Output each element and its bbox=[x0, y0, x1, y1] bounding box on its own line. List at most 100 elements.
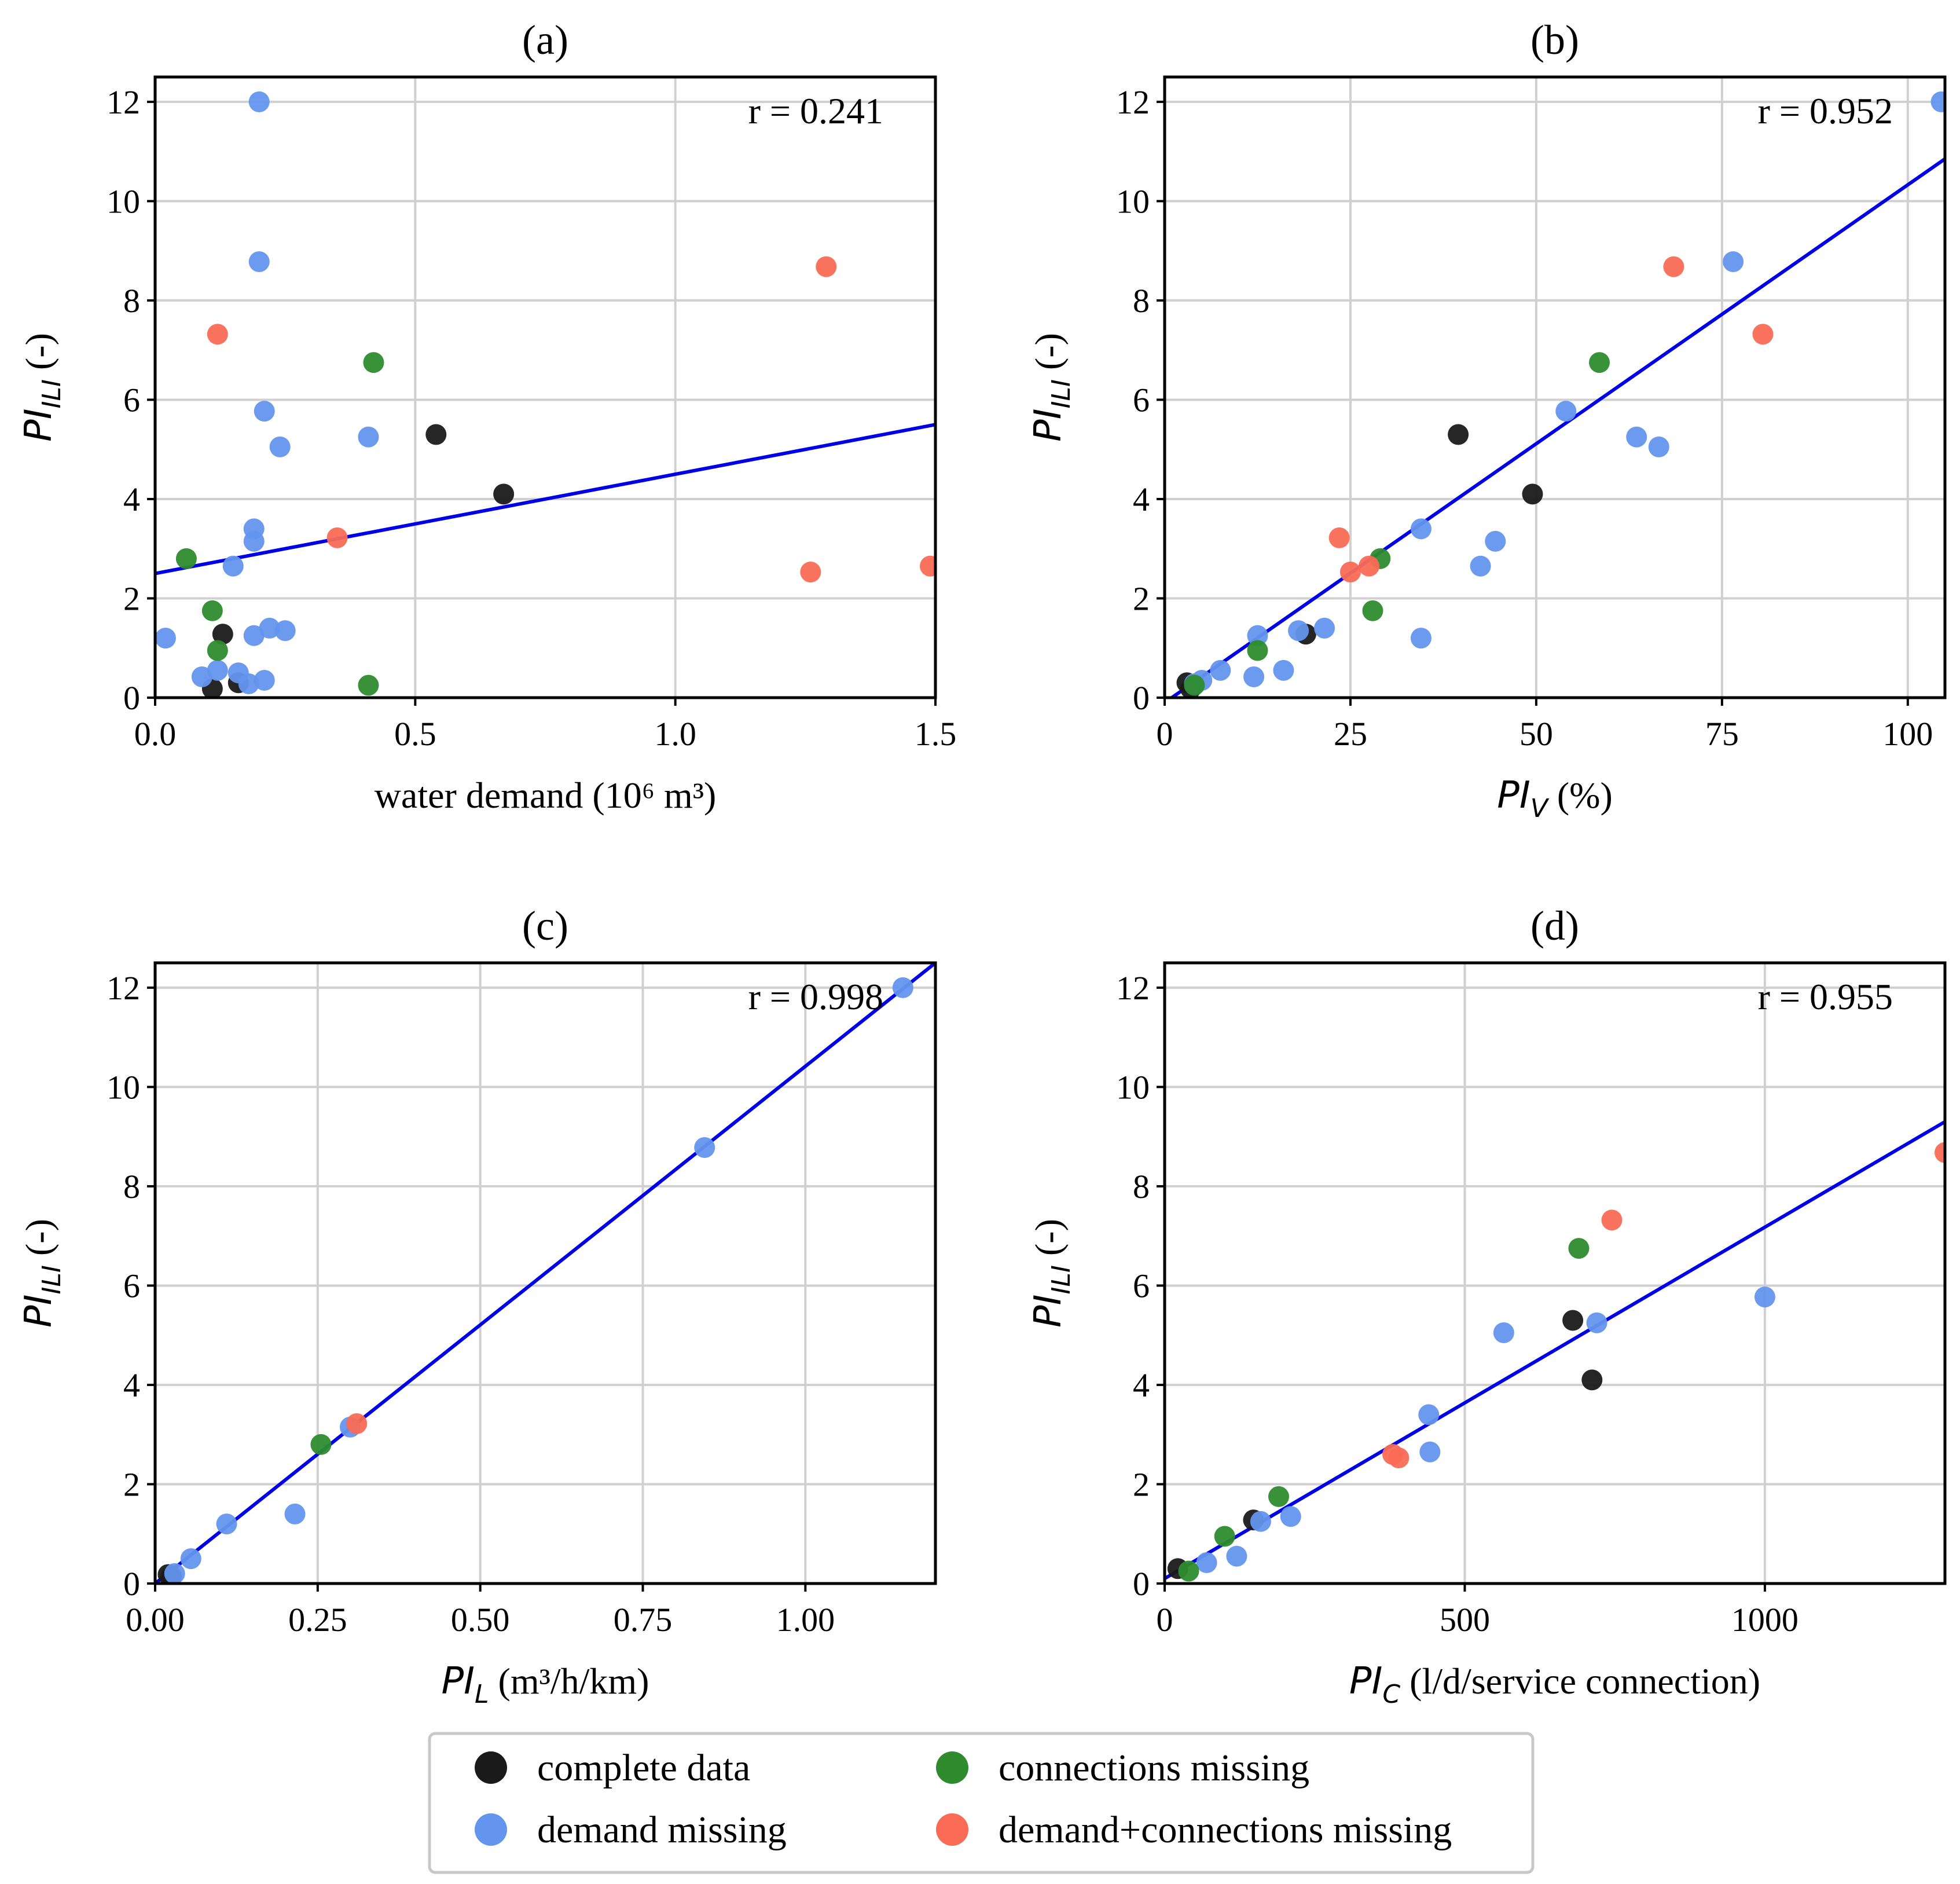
series-demand_missing bbox=[155, 91, 379, 694]
y-tick-label: 0 bbox=[123, 679, 140, 717]
label-part: PI bbox=[1497, 774, 1530, 817]
x-tick-label: 1.5 bbox=[915, 715, 957, 753]
data-point bbox=[1589, 352, 1610, 373]
fit-line bbox=[1165, 1120, 1945, 1581]
label-part: ILI bbox=[1047, 379, 1076, 408]
data-point bbox=[425, 424, 447, 445]
correlation-annotation: r = 0.952 bbox=[1758, 90, 1893, 131]
y-tick-label: 10 bbox=[107, 1068, 140, 1106]
data-point bbox=[816, 256, 837, 277]
data-point bbox=[310, 1434, 332, 1455]
y-axis-label: PIILI (-) bbox=[1027, 333, 1076, 442]
data-point bbox=[1626, 426, 1647, 448]
data-point bbox=[155, 628, 176, 649]
legend-frame bbox=[428, 1732, 1535, 1874]
label-part: (l/d/service connection) bbox=[1400, 1661, 1760, 1702]
y-tick-label: 2 bbox=[123, 580, 140, 617]
data-point bbox=[1930, 91, 1945, 112]
y-tick-label: 12 bbox=[1116, 969, 1150, 1007]
x-tick-label: 75 bbox=[1705, 715, 1739, 753]
panel-title: (d) bbox=[1530, 903, 1579, 949]
series-both_missing bbox=[346, 1413, 368, 1434]
label-part: PI bbox=[17, 408, 60, 441]
label-part: ILI bbox=[37, 379, 67, 408]
legend: complete data demand missing connections m… bbox=[428, 1732, 1535, 1874]
data-point bbox=[1663, 256, 1684, 277]
data-point bbox=[238, 673, 259, 694]
label-part: (-) bbox=[18, 333, 59, 379]
series-connections_missing bbox=[1184, 352, 1610, 696]
data-point bbox=[358, 675, 379, 696]
data-point bbox=[363, 352, 384, 373]
data-point bbox=[1418, 1404, 1440, 1425]
panel-title: (b) bbox=[1530, 17, 1579, 63]
x-tick-label: 500 bbox=[1440, 1601, 1490, 1639]
data-point bbox=[248, 251, 270, 273]
data-point bbox=[920, 555, 935, 577]
data-point bbox=[1247, 625, 1268, 646]
label-part: PI bbox=[1349, 1660, 1382, 1703]
y-tick-label: 8 bbox=[123, 282, 140, 320]
y-tick-label: 0 bbox=[123, 1565, 140, 1603]
x-axis-label: PIV (%) bbox=[1497, 774, 1613, 823]
label-part: PI bbox=[17, 1294, 60, 1327]
data-point bbox=[1196, 1552, 1217, 1573]
fit-line bbox=[155, 423, 935, 576]
data-point bbox=[201, 600, 223, 621]
data-point bbox=[216, 1513, 237, 1535]
data-point bbox=[274, 620, 296, 642]
data-point bbox=[269, 436, 291, 457]
data-point bbox=[1178, 1560, 1199, 1582]
data-point bbox=[207, 640, 228, 661]
data-point bbox=[254, 669, 275, 691]
data-point bbox=[1555, 401, 1577, 422]
y-tick-label: 4 bbox=[123, 1366, 140, 1404]
series-complete bbox=[201, 424, 515, 698]
y-axis-label: PIILI (-) bbox=[17, 333, 67, 442]
data-point bbox=[1470, 555, 1491, 577]
data-point bbox=[1359, 555, 1380, 577]
y-axis-label: PIILI (-) bbox=[17, 1219, 67, 1328]
y-tick-label: 2 bbox=[123, 1465, 140, 1503]
data-point bbox=[243, 530, 265, 552]
series-both_missing bbox=[1328, 256, 1774, 583]
y-tick-label: 8 bbox=[1133, 282, 1150, 320]
x-tick-label: 1.0 bbox=[654, 715, 696, 753]
data-point bbox=[1210, 659, 1231, 681]
data-point bbox=[800, 562, 821, 583]
data-point bbox=[1288, 620, 1309, 642]
plot-frame bbox=[1163, 75, 1947, 699]
data-point bbox=[1226, 1545, 1247, 1567]
data-point bbox=[254, 401, 275, 422]
legend-label: complete data bbox=[537, 1747, 750, 1789]
data-point bbox=[1410, 628, 1432, 649]
legend-marker bbox=[475, 1813, 507, 1846]
data-point bbox=[1935, 1142, 1945, 1163]
x-axis-label: PIC (l/d/service connection) bbox=[1349, 1660, 1760, 1709]
x-tick-label: 0.00 bbox=[126, 1601, 185, 1639]
label-part: (m³/h/km) bbox=[489, 1661, 649, 1702]
data-point bbox=[1586, 1312, 1607, 1333]
label-part: PI bbox=[442, 1660, 475, 1703]
label-part: C bbox=[1382, 1680, 1400, 1709]
panel-c: 0.00 0.25 0.50 0.75 1.00 0 2 4 6 8 10 12 r = 0.998 (c… bbox=[17, 903, 937, 1709]
series-demand_missing bbox=[1196, 1286, 1775, 1573]
series-connections_missing bbox=[1178, 1238, 1590, 1582]
legend-marker bbox=[936, 1813, 968, 1846]
series-connections_missing bbox=[310, 1434, 332, 1455]
x-tick-label: 100 bbox=[1882, 715, 1933, 753]
plot-frame bbox=[153, 961, 937, 1585]
data-point bbox=[1268, 1486, 1290, 1507]
y-tick-label: 2 bbox=[1133, 1465, 1150, 1503]
legend-marker bbox=[936, 1751, 968, 1784]
data-point bbox=[1648, 436, 1669, 457]
y-tick-label: 8 bbox=[123, 1168, 140, 1205]
data-point bbox=[212, 624, 233, 645]
data-point bbox=[358, 426, 379, 448]
fit-line bbox=[155, 963, 935, 1584]
data-point bbox=[694, 1137, 715, 1159]
y-tick-label: 4 bbox=[123, 481, 140, 518]
data-point bbox=[207, 324, 228, 345]
data-point bbox=[1522, 483, 1543, 505]
y-tick-label: 0 bbox=[1133, 679, 1150, 717]
